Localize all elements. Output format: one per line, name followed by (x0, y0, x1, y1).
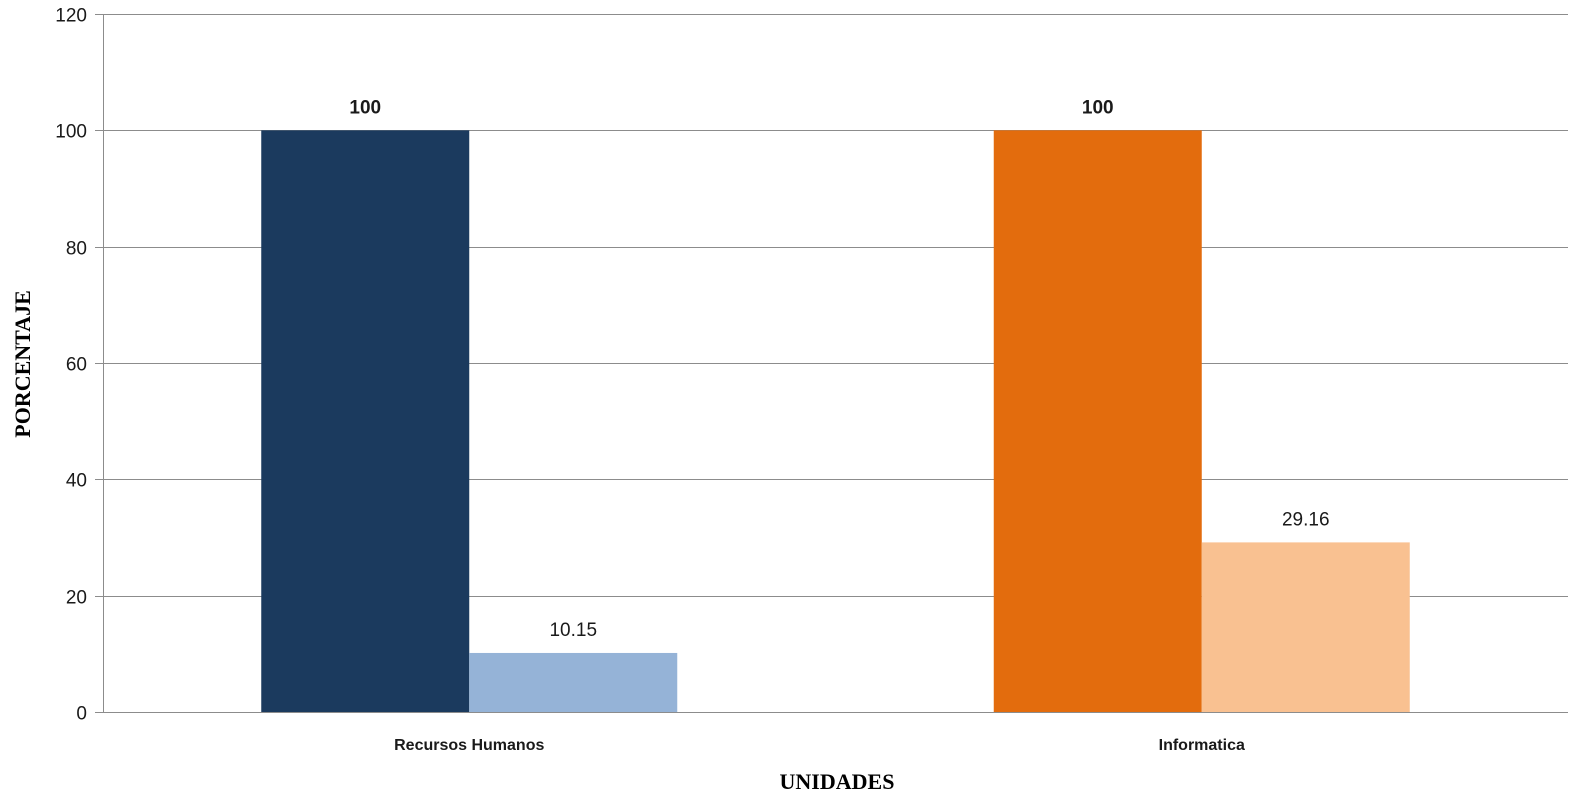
y-tick-label-100: 100 (55, 122, 87, 143)
data-label-2-series-1: 100 (1082, 97, 1114, 118)
data-label-1-series-2: 10.15 (549, 620, 597, 641)
x-tick-label-1: Recursos Humanos (394, 737, 544, 754)
y-tick-label-20: 20 (66, 588, 87, 609)
bar-1-series-1 (261, 130, 470, 713)
y-tick-label-0: 0 (76, 704, 87, 725)
data-label-1-series-1: 100 (349, 97, 381, 118)
x-axis-title: UNIDADES (780, 769, 895, 794)
data-label-2-series-2: 29.16 (1282, 509, 1330, 530)
y-tick-label-60: 60 (66, 355, 87, 376)
y-axis-title: PORCENTAJE (10, 290, 35, 438)
bar-2-series-1 (993, 130, 1202, 713)
bar-2-series-2 (1201, 542, 1410, 712)
labels: 0 20 40 60 80 100 120 100 10.15 Recursos Humanos 1… (55, 6, 1329, 755)
y-tick-label-120: 120 (55, 6, 87, 27)
bars (261, 130, 1410, 713)
y-tick-label-80: 80 (66, 239, 87, 260)
y-tick-label-40: 40 (66, 471, 87, 492)
x-tick-label-2: Informatica (1159, 737, 1245, 754)
bar-1-series-2 (469, 652, 678, 712)
